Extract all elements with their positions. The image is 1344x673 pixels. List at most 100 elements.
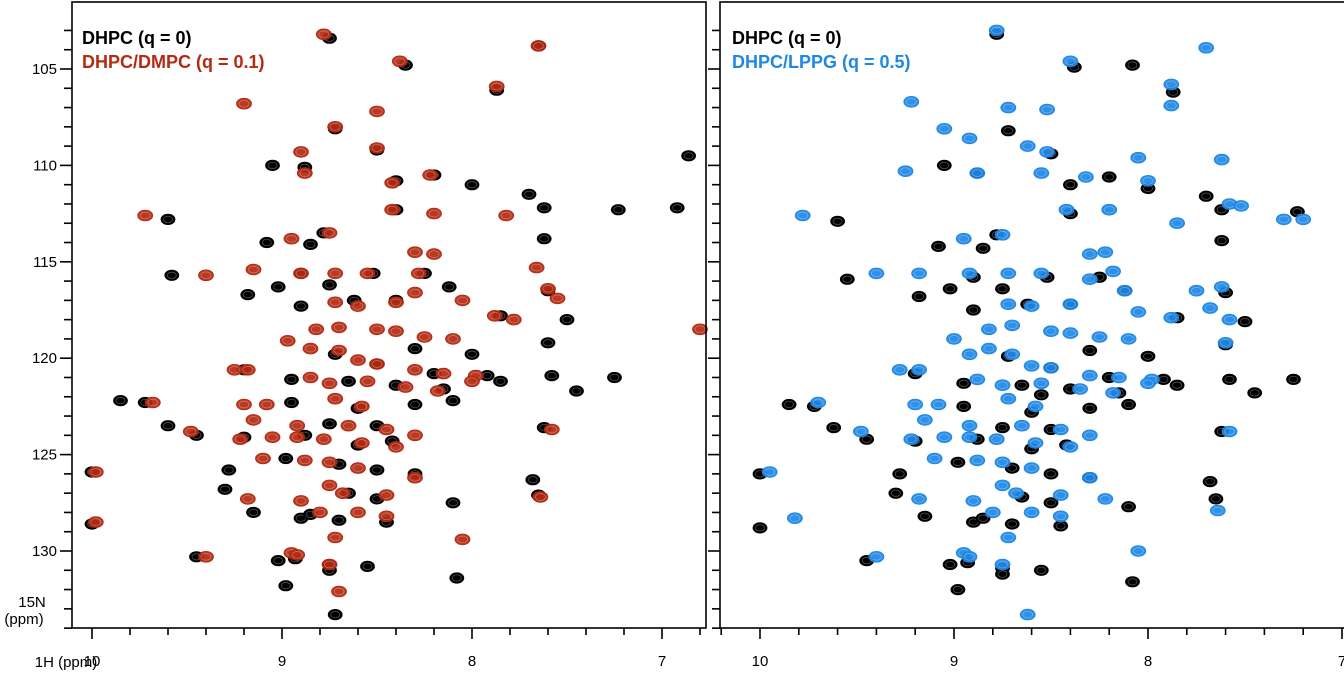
peak-contour-2-40 [913, 269, 925, 278]
peak-2-73 [407, 429, 423, 442]
peak-contour-2-52 [1132, 308, 1144, 316]
right-legend: DHPC (q = 0) DHPC/LPPG (q = 0.5) [732, 28, 911, 72]
peak-contour-1-93 [451, 574, 462, 582]
peak-2-48 [1202, 302, 1218, 314]
peak-2-59 [1091, 331, 1108, 343]
peak-contour-2-14 [1132, 153, 1144, 162]
peak-1-25 [259, 236, 275, 249]
peak-contour-1-73 [223, 466, 234, 474]
peak-contour-1-26 [166, 271, 177, 279]
peak-contour-2-46 [694, 325, 706, 334]
peak-contour-2-29 [413, 269, 425, 278]
peak-contour-2-44 [1084, 275, 1096, 283]
peak-contour-2-30 [531, 263, 542, 272]
peak-2-77 [1105, 387, 1121, 399]
peak-2-105 [331, 585, 347, 598]
peak-contour-1-71 [372, 466, 382, 474]
peak-contour-1-25 [933, 242, 944, 250]
peak-contour-2-102 [1026, 464, 1037, 472]
peak-1-80 [1208, 493, 1224, 505]
peak-contour-1-54 [609, 373, 620, 382]
peak-contour-1-81 [248, 508, 259, 516]
peak-contour-2-64 [238, 400, 250, 409]
left-plot-frame [71, 1, 707, 629]
peak-contour-1-40 [543, 339, 553, 347]
peak-contour-1-16 [539, 204, 550, 212]
peak-2-55 [981, 323, 997, 336]
peak-contour-2-38 [489, 312, 501, 320]
peak-contour-1-99 [115, 397, 126, 405]
peak-2-9 [369, 142, 385, 154]
peak-2-60 [1120, 333, 1137, 345]
peak-1-67 [160, 420, 176, 432]
peak-2-111 [965, 495, 982, 507]
peak-contour-2-57 [1045, 327, 1057, 335]
peak-2-91 [532, 491, 549, 503]
peak-2-92 [239, 493, 256, 505]
peak-2-42 [1000, 267, 1017, 280]
peak-1-53 [569, 385, 584, 397]
peak-2-90 [378, 489, 395, 501]
peak-1-11 [464, 179, 480, 191]
peak-1-14 [681, 150, 696, 162]
peak-2-46 [692, 323, 708, 336]
peak-contour-1-9 [1104, 173, 1115, 181]
peak-2-8 [1039, 103, 1055, 116]
peak-contour-2-47 [282, 337, 294, 345]
peak-contour-2-48 [1204, 304, 1216, 312]
peak-2-3 [488, 80, 505, 93]
peak-contour-2-27 [797, 211, 809, 220]
peak-2-36 [350, 300, 366, 312]
peak-2-117 [1000, 531, 1017, 544]
peak-contour-2-21 [1142, 177, 1154, 185]
peak-2-71 [911, 363, 927, 376]
peak-2-52 [407, 363, 423, 376]
peak-2-116 [787, 512, 803, 524]
peak-contour-2-65 [261, 400, 273, 409]
peak-contour-2-90 [381, 491, 392, 499]
peak-contour-2-5 [1165, 101, 1177, 110]
peak-contour-2-58 [324, 379, 335, 388]
peak-contour-2-4 [533, 42, 544, 50]
peak-contour-2-88 [1055, 425, 1067, 434]
peak-2-86 [961, 419, 978, 432]
peak-contour-2-39 [871, 269, 882, 278]
peak-2-87 [1014, 419, 1030, 432]
peak-2-42 [369, 323, 385, 336]
peak-1-24 [975, 242, 991, 254]
peak-contour-1-17 [1292, 208, 1303, 216]
peak-contour-2-100 [457, 535, 468, 544]
peak-2-84 [321, 456, 338, 469]
peak-1-9 [1101, 171, 1117, 183]
peak-contour-2-39 [508, 315, 520, 324]
peak-1-13 [265, 159, 280, 171]
peak-2-21 [1140, 175, 1156, 187]
peak-contour-1-98 [784, 400, 794, 409]
peak-2-46 [1188, 284, 1205, 297]
peak-1-78 [1043, 497, 1059, 509]
peak-1-71 [1043, 468, 1059, 480]
y-tick-label: 115 [33, 254, 57, 271]
y-tick-label: 110 [33, 157, 57, 174]
peak-contour-1-60 [324, 420, 335, 428]
peak-2-123 [1019, 608, 1036, 621]
peak-contour-2-60 [400, 383, 411, 391]
peak-1-59 [445, 394, 461, 407]
peak-1-34 [322, 279, 337, 291]
peak-contour-1-93 [1127, 578, 1138, 586]
peak-contour-2-5 [238, 99, 250, 108]
peak-2-61 [429, 385, 446, 397]
peak-contour-2-32 [457, 296, 468, 305]
peak-2-36 [1081, 248, 1098, 260]
peak-contour-2-34 [552, 294, 563, 303]
peak-2-53 [1163, 311, 1180, 324]
peak-contour-2-101 [997, 458, 1008, 467]
peak-2-94 [312, 506, 328, 519]
peak-contour-2-21 [324, 229, 335, 237]
peak-contour-2-94 [991, 435, 1003, 443]
peak-contour-2-57 [305, 373, 316, 382]
peak-contour-1-20 [1216, 237, 1227, 245]
peak-contour-1-13 [267, 161, 278, 169]
peak-2-51 [369, 358, 385, 370]
peak-contour-2-42 [1002, 269, 1014, 278]
